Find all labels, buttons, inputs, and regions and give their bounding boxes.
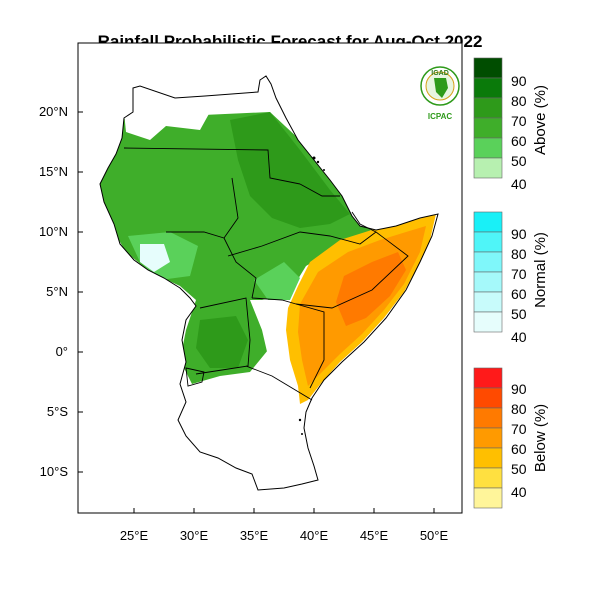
legend-above-swatch	[473, 137, 503, 159]
legend-above-level: 70	[511, 113, 527, 129]
lon-tick-labels: 25°E 30°E 35°E 40°E 45°E 50°E	[120, 528, 449, 543]
lat-tick-label: 10°N	[39, 224, 68, 239]
legend-normal-level: 70	[511, 266, 527, 282]
legend-below-swatch	[473, 387, 503, 409]
below-normal-dark-zone	[336, 252, 406, 326]
legend-above-swatch	[473, 57, 503, 79]
lon-tick-label: 50°E	[420, 528, 449, 543]
legend-below-level: 80	[511, 401, 527, 417]
normal-zone-west	[140, 244, 170, 272]
legend-above-swatch	[473, 157, 503, 179]
lat-tick-labels: 20°N 15°N 10°N 5°N 0° 5°S 10°S	[39, 104, 68, 479]
legend-below-swatch	[473, 487, 503, 509]
legend-below-swatch	[473, 427, 503, 449]
legend-normal-swatch	[473, 211, 503, 233]
legend-normal-level: 40	[511, 329, 527, 345]
legend-normal-level: 50	[511, 306, 527, 322]
country-borders	[123, 147, 409, 401]
logo-top-text: IGAD	[431, 70, 449, 77]
legend-above-level: 80	[511, 93, 527, 109]
legend-normal-swatch	[473, 251, 503, 273]
lat-tick-label: 10°S	[40, 464, 69, 479]
legend-above-swatch	[473, 97, 503, 119]
above-normal-dark-zone-south	[196, 316, 248, 368]
logo-bottom-text: ICPAC	[428, 112, 453, 121]
legend-normal-swatch	[473, 311, 503, 333]
lat-tick-label: 5°N	[46, 284, 68, 299]
lon-tick-label: 45°E	[360, 528, 389, 543]
legend-normal-swatch	[473, 271, 503, 293]
legend-above: 90 80 70 60 50 40 Above (%)	[473, 57, 549, 192]
legend-above-level: 90	[511, 73, 527, 89]
legend-normal-label: Normal (%)	[532, 232, 549, 308]
legend-above-level: 40	[511, 176, 527, 192]
above-normal-light-zone-2	[254, 262, 300, 300]
lat-tick-label: 0°	[56, 344, 68, 359]
lon-ticks	[133, 508, 435, 513]
legend-above-level: 50	[511, 153, 527, 169]
legend-below-level: 60	[511, 441, 527, 457]
no-signal-zone-north	[124, 112, 210, 140]
legend-above-level: 60	[511, 133, 527, 149]
legend-normal-level: 60	[511, 286, 527, 302]
legend-above-swatch	[473, 77, 503, 99]
legend-normal-swatch	[473, 231, 503, 253]
legend-normal-swatch	[473, 291, 503, 313]
legend-below-swatch	[473, 367, 503, 389]
legend-below-level: 50	[511, 461, 527, 477]
legend-normal: 90 80 70 60 50 40 Normal (%)	[473, 211, 549, 345]
legend-below: 90 80 70 60 50 40 Below (%)	[473, 367, 549, 509]
legend-below-level: 40	[511, 484, 527, 500]
lat-tick-label: 5°S	[47, 404, 68, 419]
legend-below-label: Below (%)	[532, 404, 549, 472]
lat-ticks	[78, 111, 83, 473]
lon-tick-label: 25°E	[120, 528, 149, 543]
legend-normal-level: 80	[511, 246, 527, 262]
lat-tick-label: 15°N	[39, 164, 68, 179]
above-normal-dark-zone	[230, 112, 350, 228]
lon-tick-label: 30°E	[180, 528, 209, 543]
legend-normal-level: 90	[511, 226, 527, 242]
legend-above-label: Above (%)	[532, 85, 549, 155]
lat-tick-label: 20°N	[39, 104, 68, 119]
legend-below-swatch	[473, 447, 503, 469]
legend-above-swatch	[473, 117, 503, 139]
lon-tick-label: 40°E	[300, 528, 329, 543]
legend-below-level: 70	[511, 421, 527, 437]
coast-detail	[298, 156, 325, 435]
lon-tick-label: 35°E	[240, 528, 269, 543]
legend-below-level: 90	[511, 381, 527, 397]
igad-logo: IGAD ICPAC	[420, 66, 460, 121]
africa-icon	[434, 78, 448, 98]
legend-below-swatch	[473, 407, 503, 429]
legend-below-swatch	[473, 467, 503, 489]
